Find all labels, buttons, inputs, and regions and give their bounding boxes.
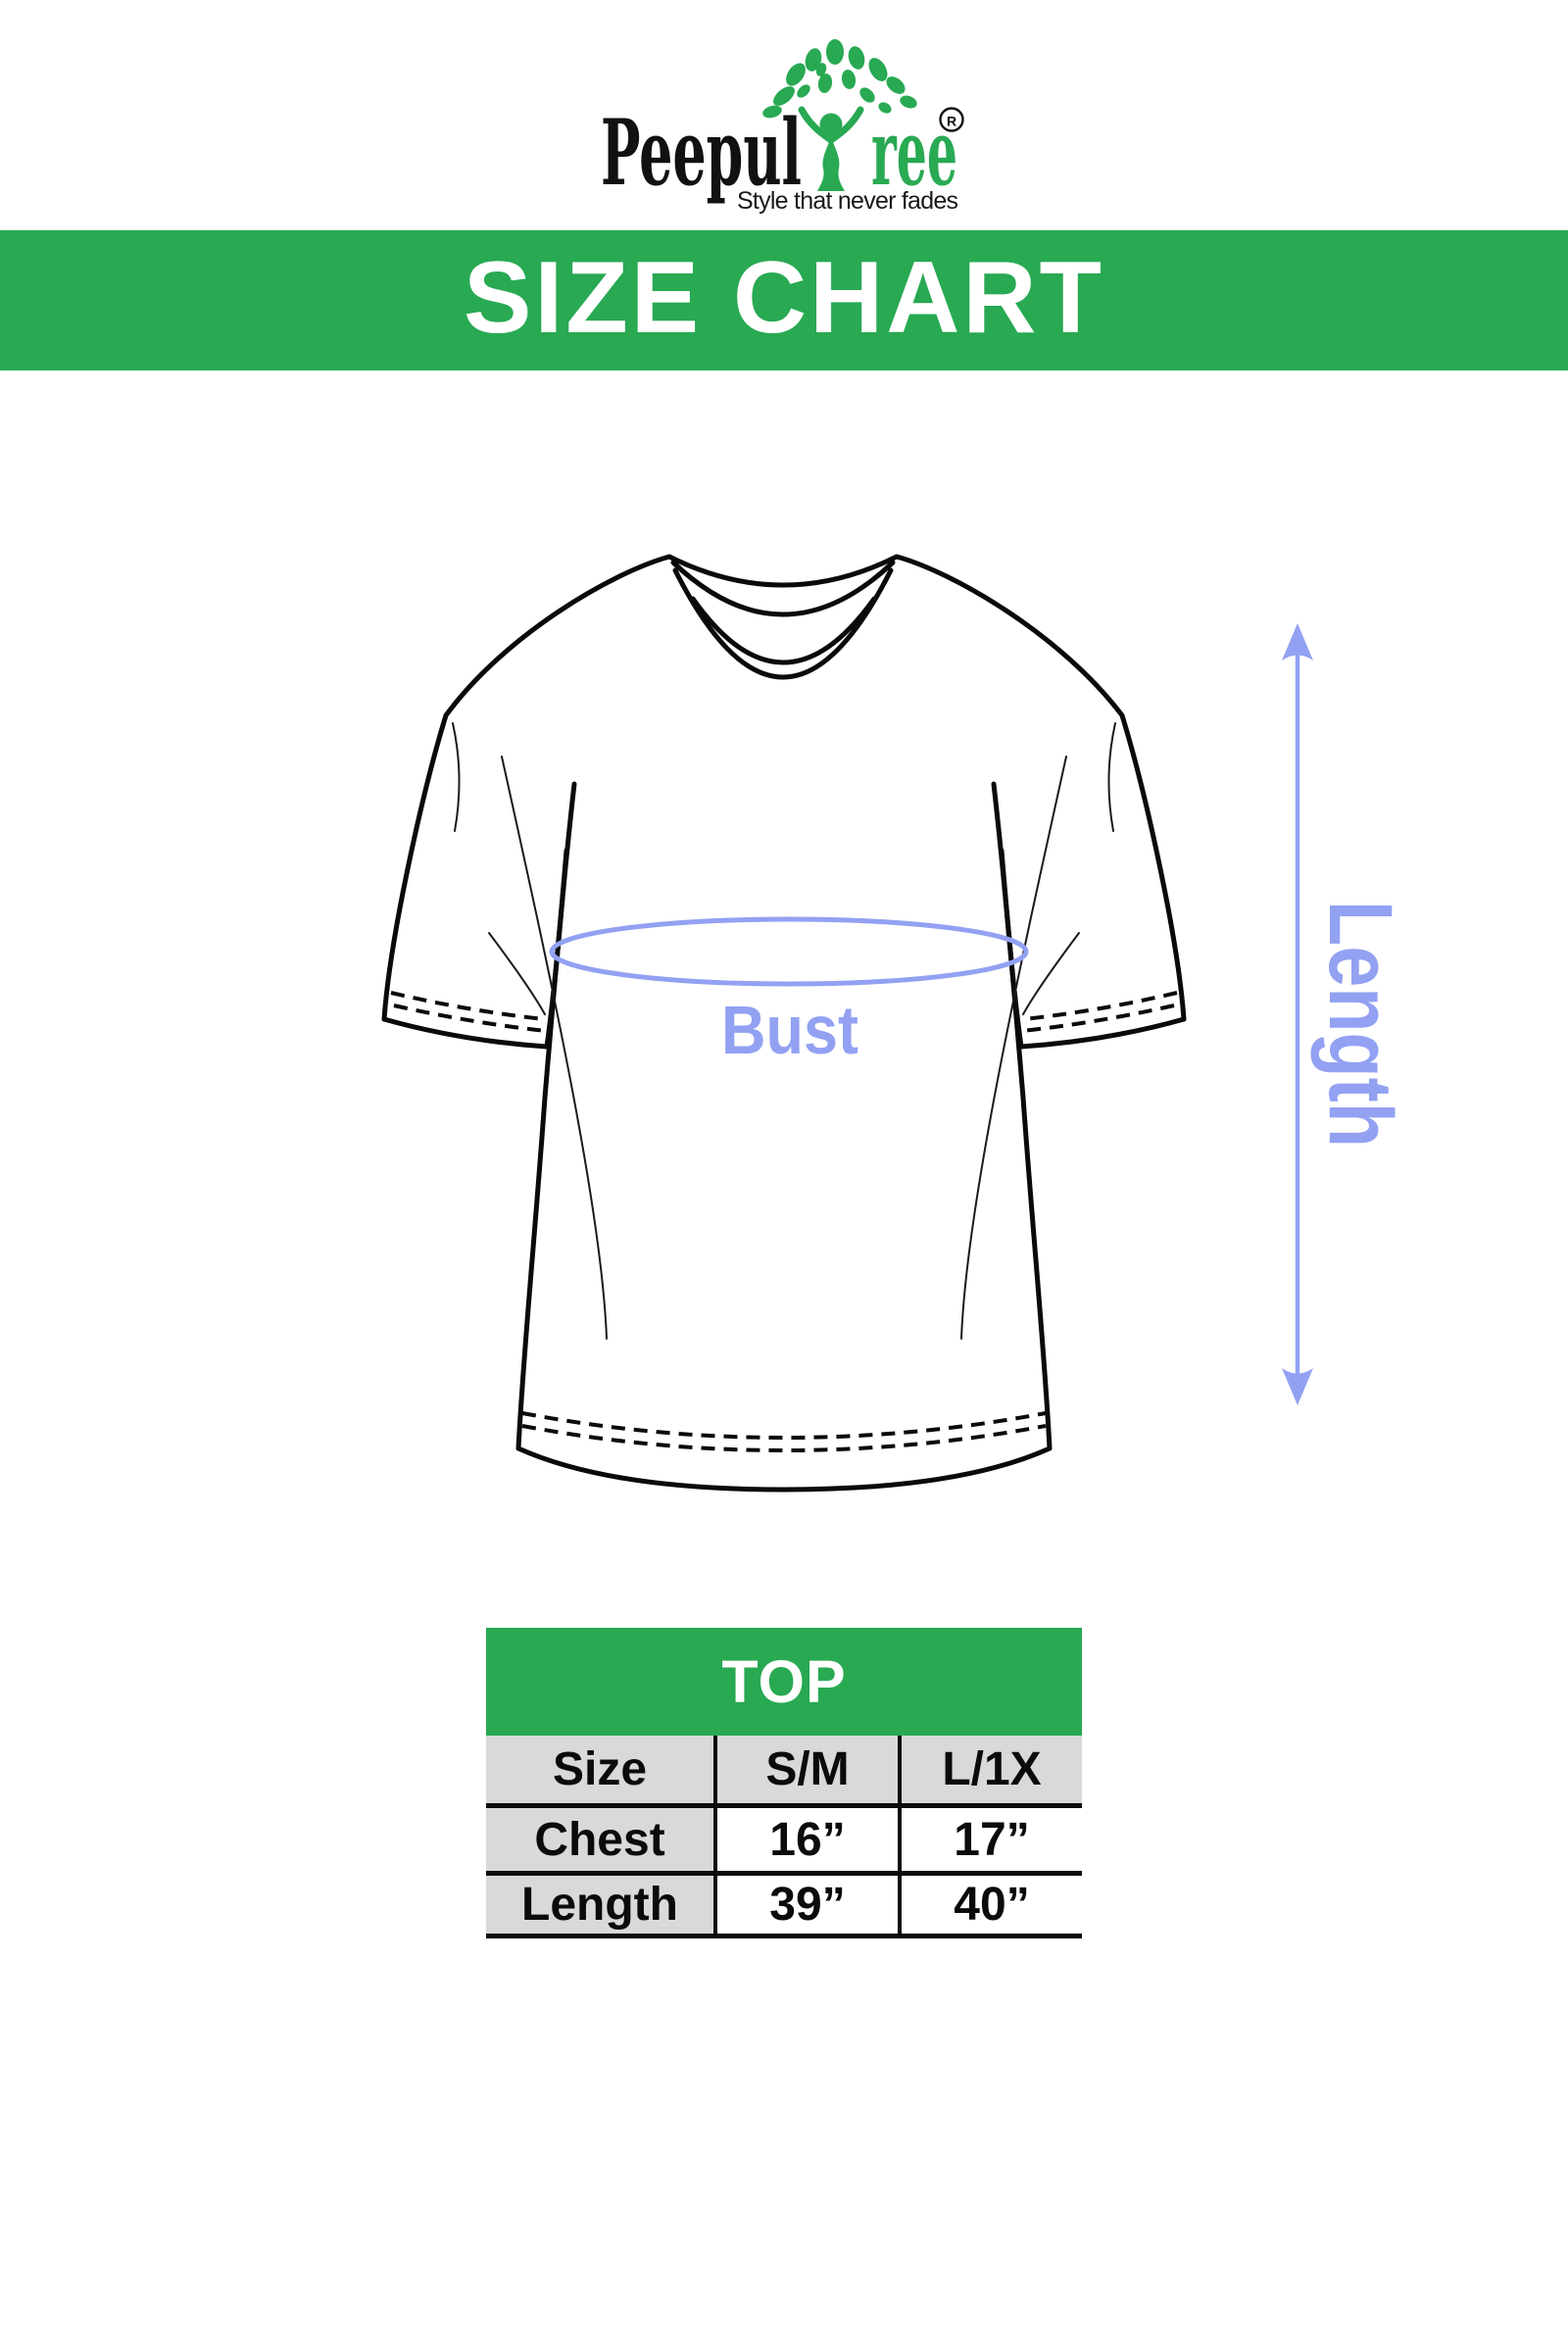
- size-table-header: TOP: [486, 1628, 1082, 1736]
- col-header-sm: S/M: [713, 1736, 898, 1803]
- svg-text:R: R: [947, 114, 956, 129]
- table-row: Length 39” 40”: [486, 1871, 1082, 1938]
- col-header-l1x: L/1X: [898, 1736, 1082, 1803]
- tshirt-diagram: Bust Length: [381, 554, 1410, 1493]
- chest-value-sm: 16”: [713, 1808, 898, 1871]
- table-row: Chest 16” 17”: [486, 1803, 1082, 1871]
- row-label-chest: Chest: [486, 1808, 713, 1871]
- size-table-title: TOP: [721, 1647, 847, 1715]
- size-table: TOP Size S/M L/1X Chest 16” 17” Length 3…: [486, 1628, 1082, 1938]
- length-arrow-icon: [1282, 623, 1313, 1405]
- col-header-size: Size: [486, 1736, 713, 1803]
- brand-tagline: Style that never fades: [737, 187, 958, 215]
- tree-foliage-icon: [762, 39, 917, 119]
- brand-name-black: Peepul: [601, 99, 802, 206]
- length-value-sm: 39”: [713, 1876, 898, 1934]
- brand-logo: Peepul ree R Style that never fades: [601, 39, 964, 215]
- size-chart-banner: SIZE CHART: [0, 230, 1568, 370]
- registered-trademark-icon: R: [939, 107, 964, 132]
- bust-label: Bust: [721, 992, 858, 1068]
- tshirt-outline-icon: [381, 554, 1187, 1493]
- chest-value-l1x: 17”: [898, 1808, 1082, 1871]
- bust-measure-ellipse: [549, 916, 1029, 987]
- stitching-dashes-icon: [390, 991, 1178, 1452]
- brand-name-green: ree: [871, 99, 957, 206]
- length-value-l1x: 40”: [898, 1876, 1082, 1934]
- fabric-wrinkles-icon: [452, 722, 1116, 1340]
- table-row: Size S/M L/1X: [486, 1736, 1082, 1803]
- tree-figure-icon: [798, 106, 864, 191]
- page-title: SIZE CHART: [464, 240, 1104, 355]
- row-label-length: Length: [486, 1876, 713, 1934]
- length-label: Length: [1310, 901, 1410, 1148]
